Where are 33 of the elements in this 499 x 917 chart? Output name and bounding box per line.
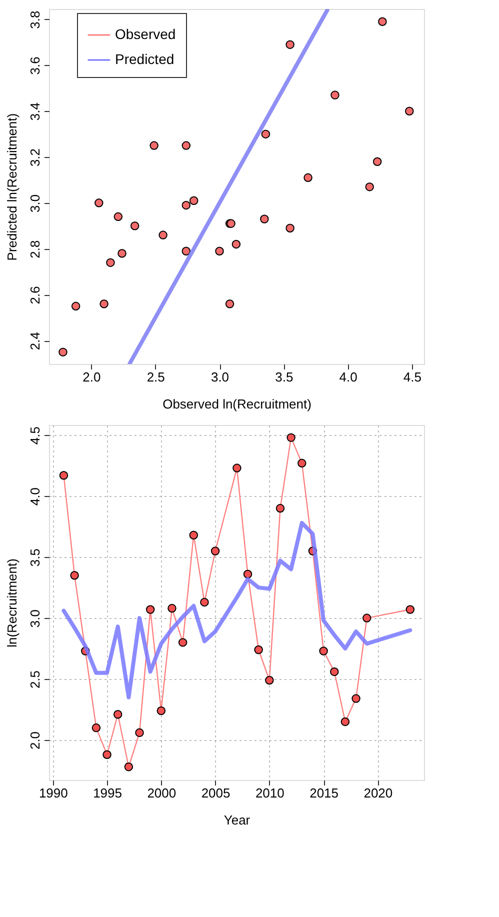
x-tick-label: 3.0 bbox=[210, 370, 230, 384]
x-tick-label: 3.5 bbox=[275, 370, 294, 384]
y-tick-label: 3.5 bbox=[28, 548, 42, 567]
x-tick-label: 2015 bbox=[310, 786, 338, 800]
y-tick-label: 2.6 bbox=[28, 286, 42, 304]
y-tick-label: 2.4 bbox=[28, 332, 42, 350]
legend-label: Predicted bbox=[115, 51, 174, 67]
x-tick-label: 1990 bbox=[38, 786, 68, 800]
x-tick-label: 4.0 bbox=[339, 370, 358, 384]
legend-label: Observed bbox=[115, 26, 176, 42]
y-tick-label: 3.0 bbox=[28, 194, 42, 212]
y-tick-label: 3.8 bbox=[28, 10, 42, 29]
x-tick-label: 1995 bbox=[93, 786, 122, 800]
x-tick-label: 4.5 bbox=[403, 370, 422, 384]
y-tick-label: 4.5 bbox=[28, 426, 42, 445]
y-tick-label: 2.0 bbox=[28, 731, 42, 750]
y-tick-label: 3.2 bbox=[28, 148, 42, 167]
y-tick-label: 2.5 bbox=[28, 670, 42, 689]
x-tick-label: 2020 bbox=[364, 786, 393, 800]
y-tick-label: 4.0 bbox=[28, 488, 42, 506]
y-tick-label: 3.0 bbox=[28, 610, 42, 628]
y-axis-title: Predicted ln(Recruitment) bbox=[4, 113, 20, 261]
x-tick-label: 2.5 bbox=[146, 370, 165, 384]
y-tick-label: 2.8 bbox=[28, 240, 42, 258]
x-axis-title: Observed ln(Recruitment) bbox=[162, 396, 312, 412]
y-tick-label: 3.6 bbox=[28, 56, 42, 75]
y-tick-label: 3.4 bbox=[28, 102, 42, 121]
x-tick-label: 2.0 bbox=[82, 370, 101, 384]
y-axis-title: ln(Recruitment) bbox=[4, 558, 20, 648]
x-tick-label: 2000 bbox=[147, 786, 176, 800]
x-axis-title: Year bbox=[224, 812, 251, 828]
x-tick-label: 2005 bbox=[201, 786, 230, 800]
x-tick-label: 2010 bbox=[255, 786, 284, 800]
